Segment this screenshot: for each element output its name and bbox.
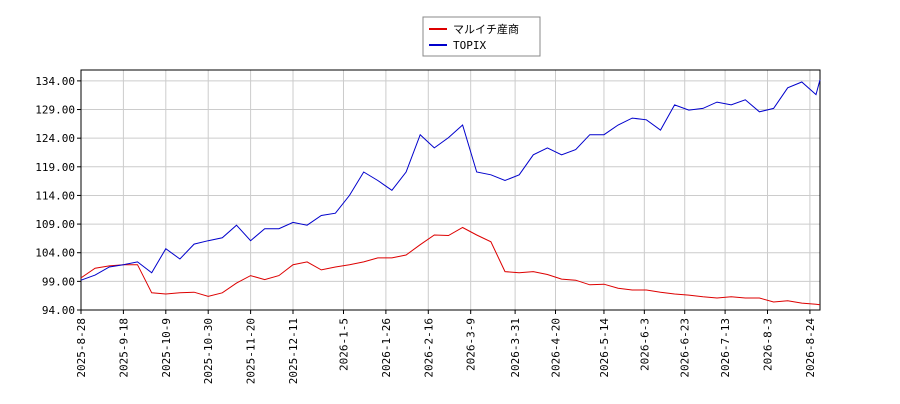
y-tick-label: 99.00 <box>42 275 75 288</box>
x-tick-label: 2025-8-28 <box>75 318 88 378</box>
y-tick-label: 114.00 <box>35 189 75 202</box>
legend-label: マルイチ産商 <box>453 22 519 36</box>
legend-box <box>422 16 541 57</box>
y-tick-label: 94.00 <box>42 304 75 317</box>
x-tick-label: 2026-2-16 <box>422 318 435 378</box>
x-tick-label: 2025-11-20 <box>245 318 258 384</box>
x-tick-label: 2026-1-26 <box>380 318 393 378</box>
y-tick-label: 119.00 <box>35 161 75 174</box>
y-tick-label: 109.00 <box>35 218 75 231</box>
x-tick-label: 2026-6-3 <box>638 318 651 371</box>
x-tick-label: 2026-3-31 <box>509 318 522 378</box>
x-tick-label: 2026-4-20 <box>549 318 562 378</box>
y-tick-label: 129.00 <box>35 104 75 117</box>
x-tick-label: 2026-3-9 <box>465 318 478 371</box>
x-tick-label: 2026-8-24 <box>804 318 817 378</box>
x-tick-label: 2025-10-9 <box>160 318 173 378</box>
y-tick-label: 124.00 <box>35 132 75 145</box>
y-tick-label: 104.00 <box>35 247 75 260</box>
x-tick-label: 2025-9-18 <box>117 318 130 378</box>
line-series <box>80 226 821 306</box>
x-tick-label: 2026-7-13 <box>719 318 732 378</box>
x-tick-label: 2025-12-11 <box>287 318 300 384</box>
legend-label: TOPIX <box>453 39 486 52</box>
x-tick-label: 2026-8-3 <box>762 318 775 371</box>
x-tick-label: 2026-5-14 <box>598 318 611 378</box>
line-series <box>80 79 821 281</box>
plot-frame <box>80 69 821 311</box>
x-tick-label: 2026-6-23 <box>679 318 692 378</box>
y-tick-label: 134.00 <box>35 75 75 88</box>
legend: マルイチ産商 TOPIX <box>422 16 541 57</box>
x-tick-label: 2025-10-30 <box>202 318 215 384</box>
x-tick-label: 2026-1-5 <box>337 318 350 371</box>
